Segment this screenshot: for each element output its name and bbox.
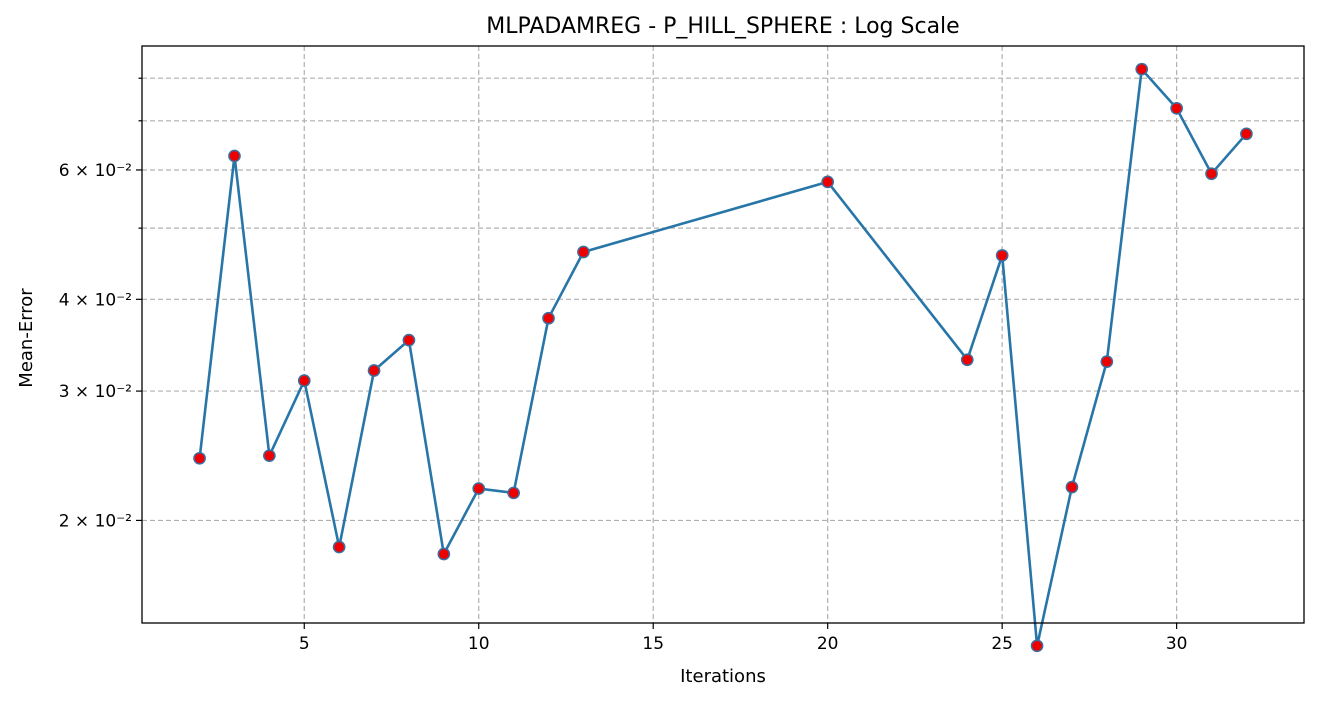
x-tick-label: 5 bbox=[299, 634, 310, 654]
data-point bbox=[297, 374, 311, 387]
data-point bbox=[228, 149, 241, 163]
data-point bbox=[193, 451, 206, 465]
grid-layer bbox=[142, 46, 1304, 623]
data-point bbox=[472, 482, 486, 495]
data-point bbox=[960, 353, 974, 367]
data-point bbox=[821, 175, 835, 189]
y-tick-label: 6 × 10⁻² bbox=[59, 161, 132, 181]
data-point bbox=[1135, 62, 1149, 76]
chart-title: MLPADAMREG - P_HILL_SPHERE : Log Scale bbox=[486, 14, 959, 39]
y-tick-label: 4 × 10⁻² bbox=[59, 290, 132, 310]
data-point bbox=[542, 311, 555, 325]
y-axis-label: Mean-Error bbox=[16, 288, 37, 388]
x-tick-label: 25 bbox=[991, 634, 1013, 654]
data-point bbox=[1170, 101, 1183, 115]
data-point bbox=[367, 364, 381, 377]
series-layer bbox=[193, 62, 1253, 653]
axes-layer: 5 10 15 20 25 30 2 × 10⁻² 3 × 10⁻² 4 × 10⁻² 6 × 1… bbox=[59, 77, 1188, 654]
x-tick-label: 30 bbox=[1166, 634, 1188, 654]
data-point bbox=[507, 486, 520, 500]
data-point bbox=[437, 547, 451, 561]
y-tick-label: 3 × 10⁻² bbox=[59, 382, 132, 402]
y-tick-label: 2 × 10⁻² bbox=[59, 511, 132, 531]
data-point bbox=[1030, 639, 1044, 653]
data-point bbox=[1240, 127, 1253, 141]
x-axis-label: Iterations bbox=[680, 666, 766, 687]
plot-frame bbox=[141, 45, 1305, 624]
x-tick-label: 20 bbox=[817, 634, 839, 654]
data-point bbox=[332, 540, 346, 554]
data-point bbox=[402, 333, 416, 347]
series-line bbox=[198, 67, 1248, 648]
data-point bbox=[995, 249, 1009, 262]
data-point bbox=[1100, 355, 1114, 368]
data-point bbox=[577, 245, 590, 259]
data-point bbox=[263, 449, 276, 463]
x-tick-label: 15 bbox=[642, 634, 664, 654]
x-tick-label: 10 bbox=[468, 634, 490, 654]
data-point bbox=[1065, 480, 1079, 494]
data-point bbox=[1205, 167, 1218, 181]
